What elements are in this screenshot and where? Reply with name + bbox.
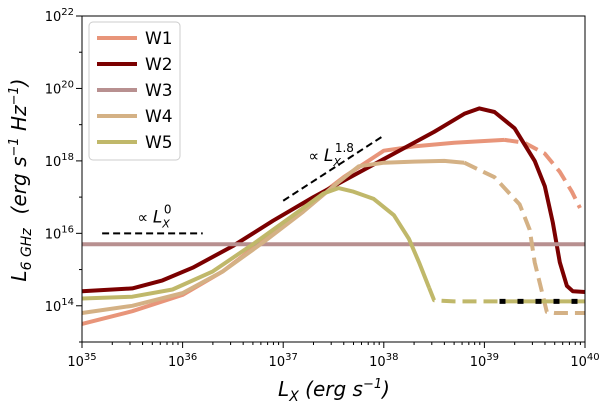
legend-label-w4: W4 xyxy=(145,107,173,127)
plot-lines xyxy=(81,106,586,326)
y-axis-ticks xyxy=(76,15,82,343)
y-tick-label: 1018 xyxy=(45,152,74,170)
legend-entries: W1 W2 W3 W4 W5 xyxy=(97,29,173,153)
x-tick-label: 1039 xyxy=(470,352,499,370)
legend-label-w2: W2 xyxy=(145,55,173,75)
legend-label-w3: W3 xyxy=(145,81,173,101)
reference-label-2: ∝ LX1.8 xyxy=(308,141,354,169)
legend-label-w1: W1 xyxy=(145,29,173,49)
reference-label-1: ∝ LX0 xyxy=(137,202,171,230)
legend-label-w5: W5 xyxy=(145,133,173,153)
series-w5-dashed-line xyxy=(427,286,505,304)
plot-frame xyxy=(81,15,586,343)
reference-lines: ∝ LX0 ∝ LX1.8 xyxy=(102,134,385,235)
series-w1-dashed-line xyxy=(504,137,582,209)
x-axis-tick-labels: 1035 1036 1037 1038 1039 1040 xyxy=(67,352,599,370)
legend: W1 W2 W3 W4 W5 xyxy=(88,21,181,161)
series-w2-line xyxy=(81,106,586,294)
y-tick-label: 1020 xyxy=(45,79,74,97)
y-tick-label: 1014 xyxy=(45,297,74,315)
y-axis-label: L6 GHz(erg s−1 Hz−1) xyxy=(7,78,35,281)
x-tick-label: 1037 xyxy=(269,352,298,370)
y-tick-label: 1022 xyxy=(45,7,74,25)
reference-line-2 xyxy=(282,134,385,202)
x-tick-label: 1038 xyxy=(369,352,398,370)
series-w4-dashed-line xyxy=(463,160,585,315)
x-axis-ticks xyxy=(81,342,586,348)
x-tick-label: 1035 xyxy=(67,352,96,370)
x-axis-label: LX (erg s−1) xyxy=(278,377,390,405)
x-tick-label: 1036 xyxy=(168,352,197,370)
series-w5-line xyxy=(81,186,431,301)
x-tick-label: 1040 xyxy=(570,352,599,370)
y-tick-label: 1016 xyxy=(45,224,74,242)
y-axis-tick-labels: 1014 1016 1018 1020 1022 xyxy=(45,7,74,315)
